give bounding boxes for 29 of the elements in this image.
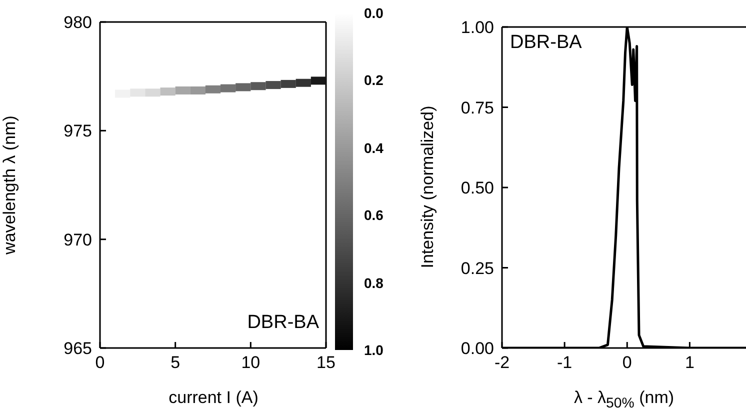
y-axis-title: Intensity (normalized) (419, 104, 438, 270)
x-axis-title: λ - λ$_{50%}$ (nm) (572, 388, 676, 412)
y-tick-label: 0.00 (460, 339, 494, 358)
x-tick-label: -2 (494, 353, 510, 372)
y-tick-label: 980 (64, 13, 92, 32)
y-tick-label: 0.25 (460, 258, 494, 278)
color-bar-label: 0.4 (364, 140, 384, 156)
x-tick-label: 0 (95, 353, 105, 372)
y-tick-label: 0.75 (460, 98, 494, 118)
color-bar-label: 0.2 (364, 72, 384, 88)
x-tick-label: -1 (557, 353, 572, 372)
x-tick-label: 0 (622, 353, 632, 372)
x-axis-title: current I (A) (168, 388, 260, 408)
annotation: DBR-BA (510, 32, 582, 54)
x-tick-label: 10 (241, 353, 260, 372)
color-bar-label: 0.0 (364, 5, 384, 21)
annotation: DBR-BA (247, 312, 319, 334)
color-bar-label: 1.0 (364, 342, 384, 358)
y-tick-label: 970 (64, 230, 92, 250)
color-bar-label: 0.8 (364, 274, 384, 291)
y-tick-label: 965 (64, 339, 92, 358)
x-tick-label: 5 (170, 353, 180, 372)
x-tick-label: 1 (684, 353, 694, 372)
y-axis-title: wavelength λ (nm) (0, 114, 20, 256)
color-bar-label: 0.6 (364, 207, 384, 224)
y-tick-label: 975 (64, 122, 92, 141)
y-tick-label: 0.50 (460, 178, 494, 198)
x-tick-label: 15 (316, 353, 336, 372)
y-tick-label: 1.00 (460, 18, 494, 38)
